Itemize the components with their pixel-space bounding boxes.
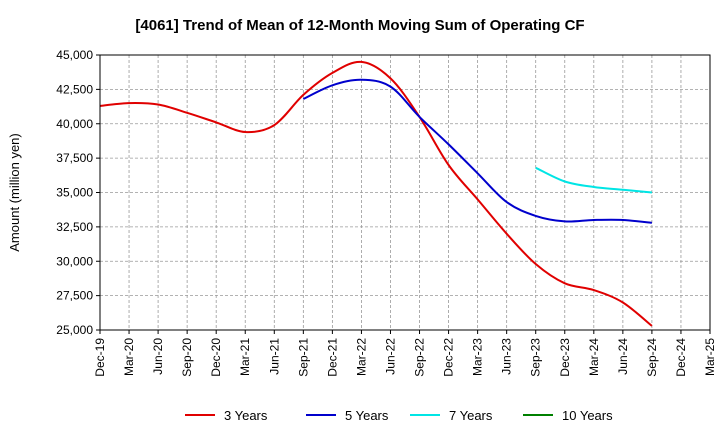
y-tick-label: 40,000 bbox=[56, 117, 93, 131]
y-tick-label: 32,500 bbox=[56, 220, 93, 234]
plot-border bbox=[99, 54, 711, 331]
y-tick-label: 35,000 bbox=[56, 186, 93, 200]
x-tick-label: Dec-24 bbox=[674, 338, 688, 377]
x-tick-label: Sep-20 bbox=[180, 338, 194, 377]
y-tick-label: 27,500 bbox=[56, 289, 93, 303]
x-tick-label: Sep-21 bbox=[296, 338, 310, 377]
y-axis-label: Amount (million yen) bbox=[7, 133, 22, 252]
x-tick-label: Jun-20 bbox=[151, 338, 165, 375]
x-tick-label: Dec-23 bbox=[558, 338, 572, 377]
series-line-7-years bbox=[535, 166, 653, 194]
y-tick-label: 37,500 bbox=[56, 151, 93, 165]
series-line-5-years bbox=[302, 78, 653, 224]
x-tick-label: Dec-19 bbox=[93, 338, 107, 377]
series-line-3-years bbox=[99, 60, 653, 327]
legend-label: 10 Years bbox=[562, 408, 613, 423]
x-tick-label: Sep-23 bbox=[529, 338, 543, 377]
x-tick-label: Jun-23 bbox=[500, 338, 514, 375]
legend: 3 Years 5 Years 7 Years 10 Years bbox=[185, 408, 613, 423]
x-tick-label: Mar-22 bbox=[354, 338, 368, 376]
legend-label: 5 Years bbox=[345, 408, 389, 423]
y-tick-label: 42,500 bbox=[56, 82, 93, 96]
x-tick-label: Mar-21 bbox=[238, 338, 252, 376]
x-tick-label: Mar-20 bbox=[122, 338, 136, 376]
x-tick-label: Dec-20 bbox=[209, 338, 223, 377]
x-tick-label: Dec-22 bbox=[442, 338, 456, 377]
y-tick-label: 25,000 bbox=[56, 323, 93, 337]
legend-label: 7 Years bbox=[449, 408, 493, 423]
x-tick-label: Dec-21 bbox=[325, 338, 339, 377]
x-axis-ticks: Dec-19 Mar-20 Jun-20 Sep-20 Dec-20 Mar-21 Jun-… bbox=[93, 330, 717, 377]
legend-label: 3 Years bbox=[224, 408, 268, 423]
x-tick-label: Mar-24 bbox=[587, 338, 601, 376]
x-tick-label: Sep-22 bbox=[413, 338, 427, 377]
y-tick-label: 30,000 bbox=[56, 254, 93, 268]
x-tick-label: Mar-23 bbox=[471, 338, 485, 376]
x-tick-label: Jun-22 bbox=[383, 338, 397, 375]
chart-title: [4061] Trend of Mean of 12-Month Moving … bbox=[135, 17, 584, 34]
x-tick-label: Sep-24 bbox=[645, 338, 659, 377]
x-tick-label: Jun-24 bbox=[616, 338, 630, 375]
y-axis-ticks: 25,000 27,500 30,000 32,500 35,000 37,500 40,0… bbox=[56, 48, 100, 337]
x-tick-label: Mar-25 bbox=[703, 338, 717, 376]
series-lines bbox=[99, 60, 653, 327]
y-tick-label: 45,000 bbox=[56, 48, 93, 62]
x-tick-label: Jun-21 bbox=[267, 338, 281, 375]
